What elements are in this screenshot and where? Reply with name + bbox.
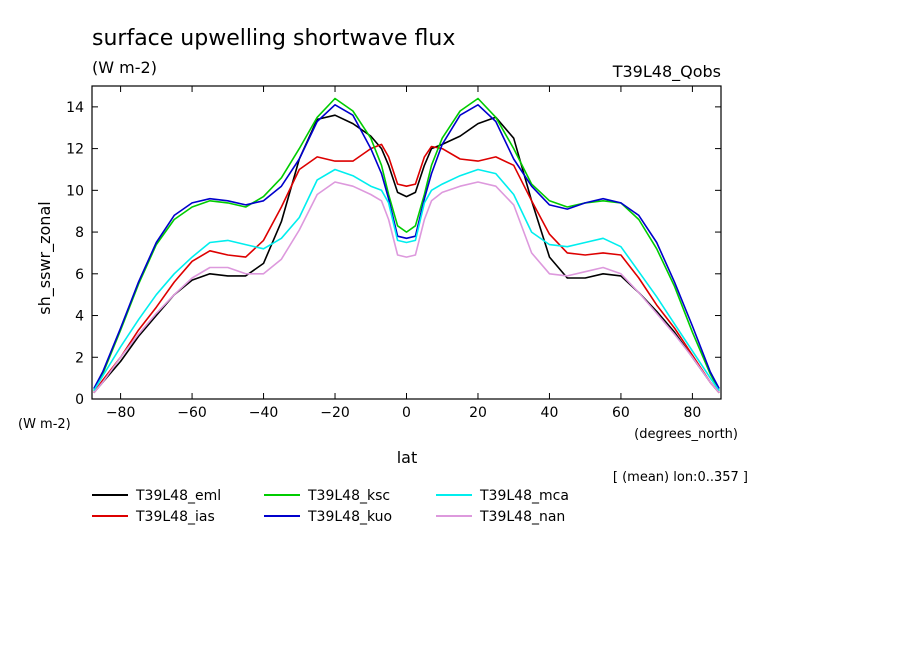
chart-units: (W m-2): [92, 58, 157, 77]
x-tick-label: 0: [402, 405, 411, 421]
x-tick-label: −20: [320, 405, 350, 421]
series-line-t39l48-ksc: [93, 97, 720, 392]
series-line-t39l48-nan: [93, 181, 720, 394]
legend-label: T39L48_kuo: [307, 509, 392, 525]
averaging-note: [ (mean) lon:0..357 ]: [613, 470, 748, 485]
legend-label: T39L48_eml: [135, 488, 221, 504]
y-tick-label: 6: [75, 267, 84, 283]
x-units-label: (degrees_north): [634, 427, 738, 442]
x-axis: −80 −60 −40 −20 0 20 40 60 80: [106, 86, 701, 421]
legend-label: T39L48_mca: [479, 488, 569, 504]
x-tick-label: −80: [106, 405, 136, 421]
series-line-t39l48-mca: [93, 168, 720, 392]
x-tick-label: 80: [683, 405, 701, 421]
x-tick-label: −60: [177, 405, 207, 421]
series-line-t39l48-kuo: [93, 104, 720, 389]
run-label: T39L48_Qobs: [612, 62, 721, 82]
y-tick-label: 2: [75, 350, 84, 366]
chart-title: surface upwelling shortwave flux: [92, 26, 455, 51]
series-line-t39l48-ias: [93, 143, 720, 394]
x-tick-label: 40: [541, 405, 559, 421]
y-tick-label: 0: [75, 392, 84, 408]
y-tick-label: 14: [66, 100, 84, 116]
x-tick-label: −40: [249, 405, 279, 421]
series-line-t39l48-eml: [93, 114, 720, 394]
legend-label: T39L48_ias: [135, 509, 215, 525]
x-tick-label: 60: [612, 405, 630, 421]
y-units-label: (W m-2): [18, 417, 71, 432]
y-tick-label: 8: [75, 225, 84, 241]
x-axis-label: lat: [397, 448, 418, 467]
legend: T39L48_eml T39L48_ias T39L48_ksc T39L48_kuo…: [92, 488, 569, 525]
legend-label: T39L48_ksc: [307, 488, 390, 504]
y-axis-label: sh_sswr_zonal: [35, 201, 55, 314]
y-axis: 0 2 4 6 8 10 12 14: [66, 100, 721, 408]
y-tick-label: 12: [66, 142, 84, 158]
x-tick-label: 20: [469, 405, 487, 421]
series-lines: [93, 97, 720, 394]
legend-label: T39L48_nan: [479, 509, 565, 525]
y-tick-label: 10: [66, 183, 84, 199]
y-tick-label: 4: [75, 309, 84, 325]
